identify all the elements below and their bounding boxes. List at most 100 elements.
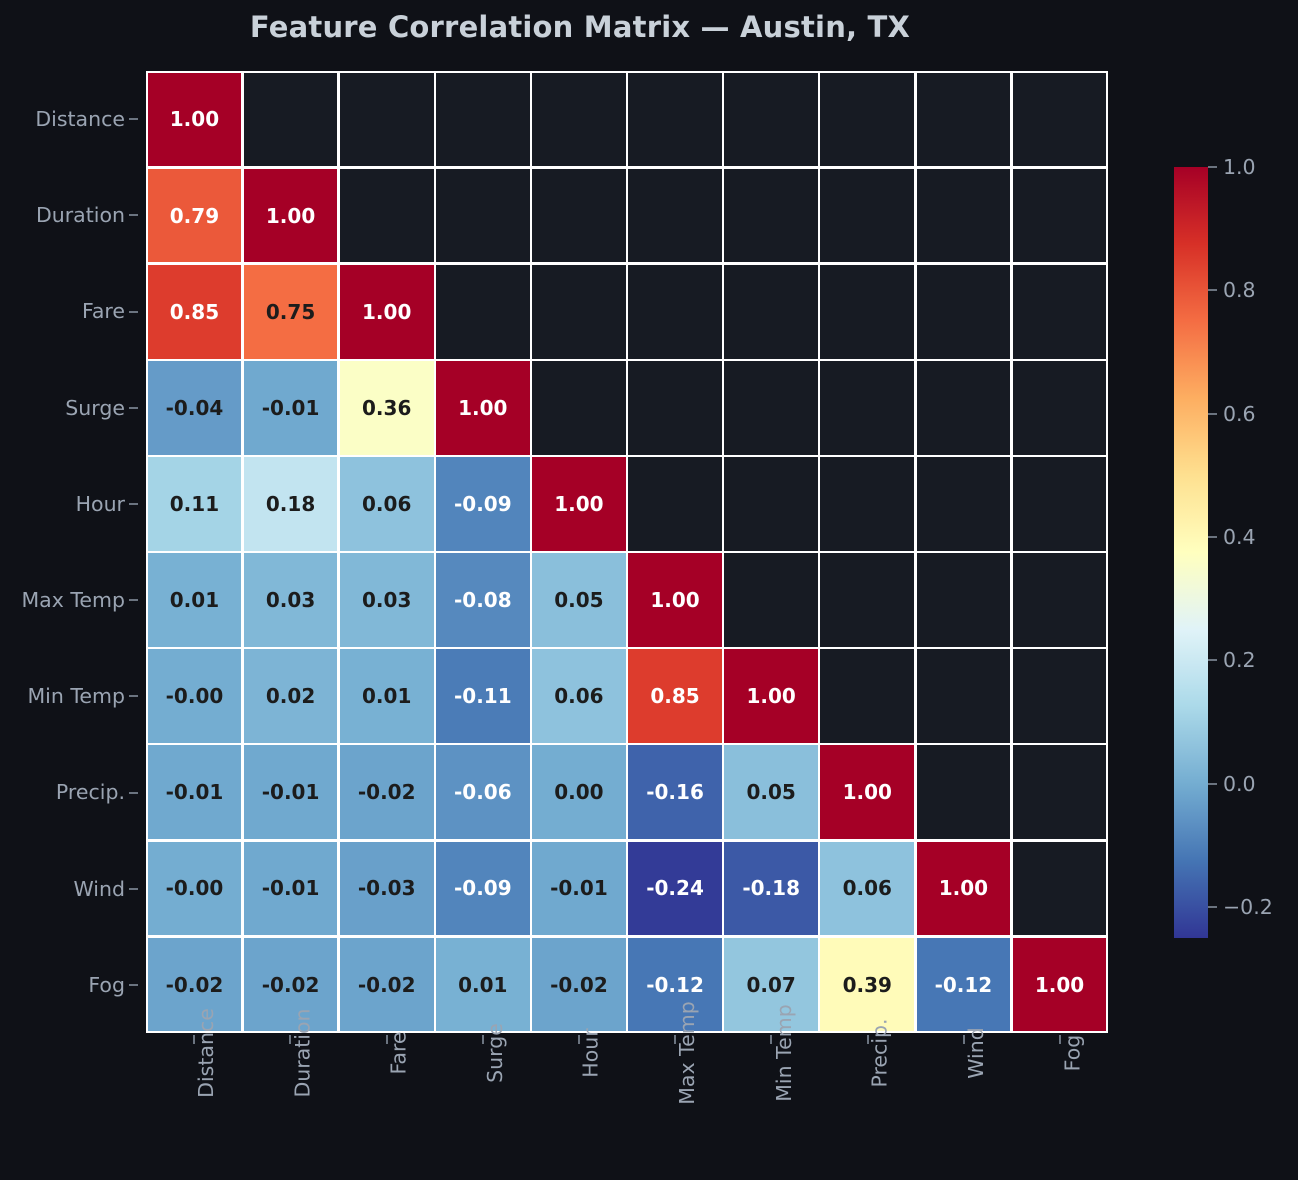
heatmap-cell-masked — [1012, 168, 1107, 263]
heatmap-cell-value: -0.18 — [742, 876, 800, 901]
heatmap-cell-value: 0.85 — [169, 299, 220, 324]
heatmap-cell-masked — [1012, 745, 1107, 840]
heatmap-cell[interactable]: -0.12 — [916, 937, 1011, 1032]
heatmap-cell-masked — [339, 72, 434, 167]
heatmap-cell[interactable]: -0.01 — [532, 841, 626, 936]
x-tick-label-precip: Precip. — [819, 1018, 915, 1087]
heatmap-cell[interactable]: 0.11 — [147, 457, 242, 551]
heatmap-cell-masked — [724, 72, 819, 167]
heatmap-cell[interactable]: -0.09 — [435, 457, 530, 551]
heatmap-cell[interactable]: -0.04 — [147, 360, 242, 455]
heatmap-cell-value: -0.01 — [261, 780, 320, 805]
heatmap-cell[interactable]: 0.03 — [339, 553, 434, 647]
heatmap-cell-masked — [243, 72, 338, 167]
heatmap-cell-masked — [820, 72, 915, 167]
heatmap-cell[interactable]: 0.01 — [147, 553, 242, 647]
heatmap-cell[interactable]: 1.00 — [916, 841, 1011, 936]
heatmap-cell[interactable]: -0.01 — [243, 745, 338, 840]
heatmap-cell[interactable]: 1.00 — [147, 72, 242, 167]
heatmap-cell-value: -0.06 — [453, 780, 512, 805]
heatmap-cell-value: 1.00 — [458, 395, 508, 420]
heatmap-cell-value: -0.00 — [165, 684, 224, 709]
heatmap-cell[interactable]: -0.02 — [339, 937, 434, 1032]
y-tick-label-precip: Precip. — [55, 780, 125, 805]
heatmap-cell-masked — [820, 457, 915, 551]
heatmap-cell-value: -0.02 — [357, 780, 416, 805]
heatmap-cell[interactable]: 1.00 — [724, 649, 819, 744]
heatmap-cell[interactable]: 1.00 — [820, 745, 915, 840]
y-tick-mark-icon — [129, 310, 138, 313]
heatmap-cell[interactable]: 0.75 — [243, 264, 338, 359]
heatmap-cell-value: -0.16 — [646, 780, 704, 805]
heatmap-cell[interactable]: 0.01 — [339, 649, 434, 744]
heatmap-cell-masked — [916, 457, 1011, 551]
heatmap-cell-masked — [916, 72, 1011, 167]
y-tick-mark-icon — [129, 406, 138, 409]
heatmap-cell[interactable]: -0.00 — [147, 649, 242, 744]
heatmap-cell-masked — [532, 168, 626, 263]
x-tick-label-wind: Wind — [916, 1027, 1012, 1079]
heatmap-cell-value: 1.00 — [362, 299, 412, 324]
heatmap-cell[interactable]: -0.02 — [339, 745, 434, 840]
x-tick-mark-icon — [674, 1035, 677, 1044]
heatmap-cell[interactable]: 0.06 — [339, 457, 434, 551]
heatmap-cell[interactable]: 1.00 — [339, 264, 434, 359]
heatmap-cell-value: 1.00 — [169, 107, 220, 132]
heatmap-cell-value: -0.04 — [165, 395, 224, 420]
heatmap-cell[interactable]: -0.18 — [724, 841, 819, 936]
heatmap-cell[interactable]: -0.16 — [628, 745, 722, 840]
colorbar-tick-label: 0.6 — [1223, 401, 1256, 426]
heatmap-cell[interactable]: 0.03 — [243, 553, 338, 647]
heatmap-cell[interactable]: 1.00 — [628, 553, 722, 647]
heatmap-cell[interactable]: 0.00 — [532, 745, 626, 840]
x-tick-label-surge: Surge — [435, 1023, 531, 1083]
heatmap-cell[interactable]: 0.06 — [820, 841, 915, 936]
y-tick-label-fare: Fare — [81, 299, 125, 324]
heatmap-cell-value: -0.01 — [550, 876, 608, 901]
heatmap-cell[interactable]: 0.79 — [147, 168, 242, 263]
heatmap-cell[interactable]: -0.24 — [628, 841, 722, 936]
heatmap-cell-masked — [628, 457, 722, 551]
x-tick-mark-icon — [289, 1035, 292, 1044]
heatmap-cell-value: -0.12 — [646, 972, 704, 997]
colorbar-tick-label: 0.8 — [1223, 278, 1256, 303]
colorbar-gradient — [1174, 167, 1208, 938]
heatmap-cell[interactable]: -0.09 — [435, 841, 530, 936]
heatmap-cell[interactable]: -0.03 — [339, 841, 434, 936]
heatmap-cell[interactable]: -0.11 — [435, 649, 530, 744]
heatmap-cell-masked — [1012, 72, 1107, 167]
heatmap-cell[interactable]: 0.02 — [243, 649, 338, 744]
colorbar-tick-label: 0.4 — [1223, 525, 1256, 550]
heatmap-cell[interactable]: -0.01 — [243, 841, 338, 936]
heatmap-cell[interactable]: -0.01 — [243, 360, 338, 455]
heatmap-cell[interactable]: 0.36 — [339, 360, 434, 455]
heatmap-cell[interactable]: 0.05 — [724, 745, 819, 840]
heatmap-cell-value: 1.00 — [938, 876, 989, 901]
x-tick-label-max-temp: Max Temp — [627, 1001, 723, 1105]
heatmap-cell[interactable]: 1.00 — [435, 360, 530, 455]
heatmap-cell-value: -0.02 — [357, 972, 416, 997]
heatmap-cell[interactable]: 0.39 — [820, 937, 915, 1032]
heatmap-cell-masked — [532, 264, 626, 359]
heatmap-cell[interactable]: 1.00 — [532, 457, 626, 551]
heatmap-cell[interactable]: 0.05 — [532, 553, 626, 647]
heatmap-cell[interactable]: 0.85 — [628, 649, 722, 744]
heatmap-cell[interactable]: 0.06 — [532, 649, 626, 744]
colorbar-tick-label: 0.0 — [1223, 771, 1256, 796]
heatmap-cell-value: -0.02 — [165, 972, 224, 997]
heatmap-cell[interactable]: 1.00 — [243, 168, 338, 263]
heatmap-cell[interactable]: -0.02 — [532, 937, 626, 1032]
heatmap-cell-masked — [628, 72, 722, 167]
heatmap-cell[interactable]: -0.08 — [435, 553, 530, 647]
heatmap-cell[interactable]: 0.18 — [243, 457, 338, 551]
heatmap-cell[interactable]: -0.00 — [147, 841, 242, 936]
heatmap-cell[interactable]: -0.06 — [435, 745, 530, 840]
heatmap-cell-value: -0.24 — [646, 876, 704, 901]
heatmap-cell[interactable]: 1.00 — [1012, 937, 1107, 1032]
heatmap-cell[interactable]: -0.01 — [147, 745, 242, 840]
heatmap-cell[interactable]: 0.85 — [147, 264, 242, 359]
colorbar: 1.0 0.8 0.6 0.4 0.2 0.0 −0.2 — [1174, 155, 1273, 938]
heatmap-cell-masked — [1012, 360, 1107, 455]
heatmap-cell-value: 0.06 — [842, 876, 892, 901]
heatmap-cell[interactable]: 0.01 — [435, 937, 530, 1032]
